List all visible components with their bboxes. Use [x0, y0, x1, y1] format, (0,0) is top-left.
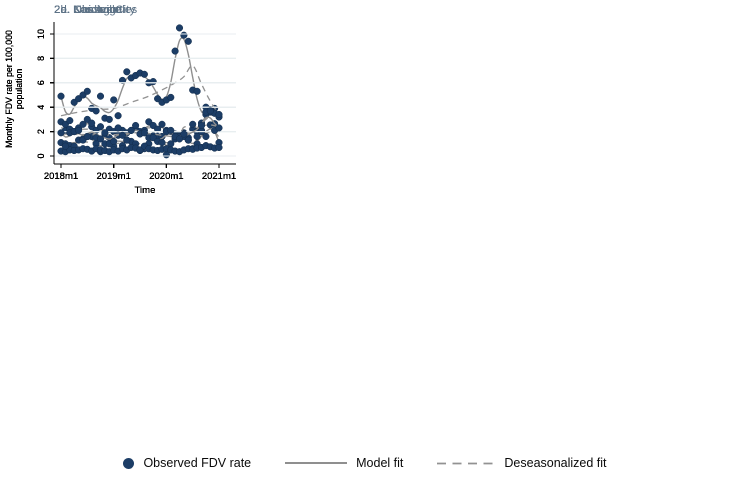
svg-text:2021m1: 2021m1 — [202, 171, 236, 182]
svg-text:4: 4 — [36, 105, 46, 110]
svg-text:2018m1: 2018m1 — [44, 171, 78, 182]
svg-text:6: 6 — [36, 80, 46, 85]
svg-text:2020m1: 2020m1 — [149, 171, 183, 182]
svg-text:2: 2 — [36, 129, 46, 134]
svg-text:Monthly FDV rate per 100,000: Monthly FDV rate per 100,000 — [4, 30, 14, 148]
plot-2e-nashville: 0 2 4 6 8 10 2018m1 2019m1 2020m1 2021m1 Time Month… — [4, 22, 236, 196]
svg-text:8: 8 — [36, 56, 46, 61]
svg-text:2020m1: 2020m1 — [149, 171, 183, 182]
svg-text:10: 10 — [36, 29, 46, 39]
svg-text:2019m1: 2019m1 — [97, 171, 131, 182]
svg-text:Monthly FDV rate per 100,000: Monthly FDV rate per 100,000 — [4, 30, 14, 148]
panel-title-nashville: 2e. Nashville — [54, 4, 122, 16]
svg-text:0: 0 — [36, 153, 46, 158]
svg-text:2021m1: 2021m1 — [202, 171, 236, 182]
svg-text:8: 8 — [36, 56, 46, 61]
svg-text:4: 4 — [36, 105, 46, 110]
svg-text:2019m1: 2019m1 — [97, 171, 131, 182]
svg-text:Monthly FDV rate per 100,000: Monthly FDV rate per 100,000 — [4, 30, 14, 148]
svg-text:2019m1: 2019m1 — [97, 171, 131, 182]
svg-text:8: 8 — [36, 56, 46, 61]
svg-text:2: 2 — [36, 129, 46, 134]
svg-text:2: 2 — [36, 129, 46, 134]
svg-text:2020m1: 2020m1 — [149, 171, 183, 182]
svg-text:6: 6 — [36, 80, 46, 85]
svg-text:6: 6 — [36, 80, 46, 85]
svg-text:Monthly FDV rate per 100,000: Monthly FDV rate per 100,000 — [4, 30, 14, 148]
svg-text:10: 10 — [36, 29, 46, 39]
observed-dot-marker — [123, 457, 135, 469]
svg-text:Time: Time — [135, 185, 156, 196]
svg-text:2019m1: 2019m1 — [97, 171, 131, 182]
panel-title-cincinnati: 2b. Cincinnati — [54, 4, 126, 16]
svg-text:0: 0 — [36, 153, 46, 158]
legend-item-observed: Observed FDV rate — [123, 456, 251, 470]
svg-text:8: 8 — [36, 56, 46, 61]
svg-text:4: 4 — [36, 105, 46, 110]
svg-text:population: population — [14, 69, 24, 110]
svg-text:population: population — [14, 69, 24, 110]
svg-text:Monthly FDV rate per 100,000: Monthly FDV rate per 100,000 — [4, 30, 14, 148]
svg-text:2018m1: 2018m1 — [44, 171, 78, 182]
legend-item-deseasonalized: Deseasonalized fit — [437, 456, 607, 470]
svg-text:2018m1: 2018m1 — [44, 171, 78, 182]
svg-text:Time: Time — [135, 185, 156, 196]
svg-text:4: 4 — [36, 105, 46, 110]
svg-text:2020m1: 2020m1 — [149, 171, 183, 182]
svg-text:Time: Time — [135, 185, 156, 196]
svg-text:Time: Time — [135, 185, 156, 196]
svg-text:2021m1: 2021m1 — [202, 171, 236, 182]
legend-label-model-fit: Model fit — [356, 456, 404, 470]
svg-text:0: 0 — [36, 153, 46, 158]
svg-text:2020m1: 2020m1 — [149, 171, 183, 182]
svg-text:6: 6 — [36, 80, 46, 85]
deseasonalized-line-marker — [437, 462, 496, 464]
svg-text:2019m1: 2019m1 — [97, 171, 131, 182]
legend: Observed FDV rate Model fit Deseasonaliz… — [0, 450, 730, 476]
svg-text:6: 6 — [36, 80, 46, 85]
svg-text:8: 8 — [36, 56, 46, 61]
svg-text:0: 0 — [36, 153, 46, 158]
panel-title-los-angeles: 2d. Los Angeles — [54, 4, 138, 16]
svg-text:2018m1: 2018m1 — [44, 171, 78, 182]
svg-text:population: population — [14, 69, 24, 110]
svg-text:0: 0 — [36, 153, 46, 158]
legend-item-model-fit: Model fit — [285, 456, 403, 470]
svg-text:population: population — [14, 69, 24, 110]
svg-text:2021m1: 2021m1 — [202, 171, 236, 182]
legend-label-observed: Observed FDV rate — [143, 456, 252, 470]
svg-text:10: 10 — [36, 29, 46, 39]
svg-text:population: population — [14, 69, 24, 110]
panel-title-kansas-city: 2c. Kansas City — [54, 4, 136, 16]
svg-text:Time: Time — [135, 185, 156, 196]
model-fit-line-marker — [285, 462, 348, 464]
svg-text:4: 4 — [36, 105, 46, 110]
panel-2e-nashville: 0 2 4 6 8 10 2018m1 2019m1 2020m1 2021m1 Time Month… — [0, 0, 243, 222]
svg-text:10: 10 — [36, 29, 46, 39]
svg-text:2: 2 — [36, 129, 46, 134]
svg-text:2021m1: 2021m1 — [202, 171, 236, 182]
legend-label-deseasonalized: Deseasonalized fit — [504, 456, 607, 470]
svg-text:2: 2 — [36, 129, 46, 134]
svg-text:10: 10 — [36, 29, 46, 39]
svg-text:2018m1: 2018m1 — [44, 171, 78, 182]
panel-title-chicago: 2a. Chicago — [54, 4, 117, 16]
